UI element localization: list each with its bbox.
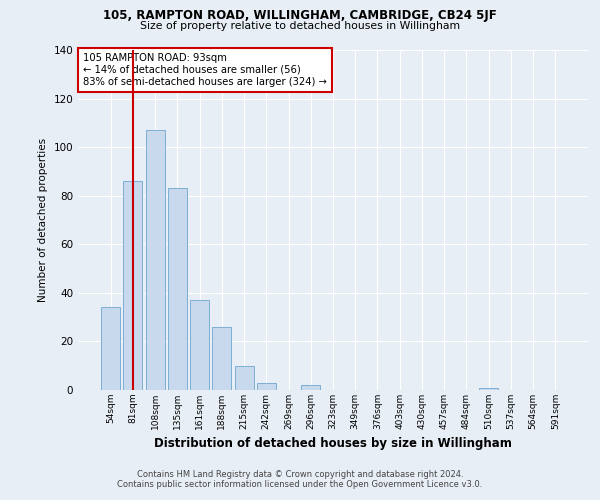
Text: Contains HM Land Registry data © Crown copyright and database right 2024.
Contai: Contains HM Land Registry data © Crown c… bbox=[118, 470, 482, 489]
Bar bbox=[146, 130, 164, 390]
Text: 105, RAMPTON ROAD, WILLINGHAM, CAMBRIDGE, CB24 5JF: 105, RAMPTON ROAD, WILLINGHAM, CAMBRIDGE… bbox=[103, 9, 497, 22]
Bar bbox=[235, 366, 254, 390]
Bar bbox=[168, 188, 187, 390]
Bar bbox=[190, 300, 209, 390]
X-axis label: Distribution of detached houses by size in Willingham: Distribution of detached houses by size … bbox=[154, 438, 512, 450]
Bar bbox=[101, 308, 120, 390]
Bar bbox=[257, 382, 276, 390]
Bar bbox=[301, 385, 320, 390]
Bar bbox=[124, 181, 142, 390]
Text: 105 RAMPTON ROAD: 93sqm
← 14% of detached houses are smaller (56)
83% of semi-de: 105 RAMPTON ROAD: 93sqm ← 14% of detache… bbox=[83, 54, 327, 86]
Bar bbox=[212, 327, 231, 390]
Y-axis label: Number of detached properties: Number of detached properties bbox=[38, 138, 48, 302]
Text: Size of property relative to detached houses in Willingham: Size of property relative to detached ho… bbox=[140, 21, 460, 31]
Bar bbox=[479, 388, 498, 390]
